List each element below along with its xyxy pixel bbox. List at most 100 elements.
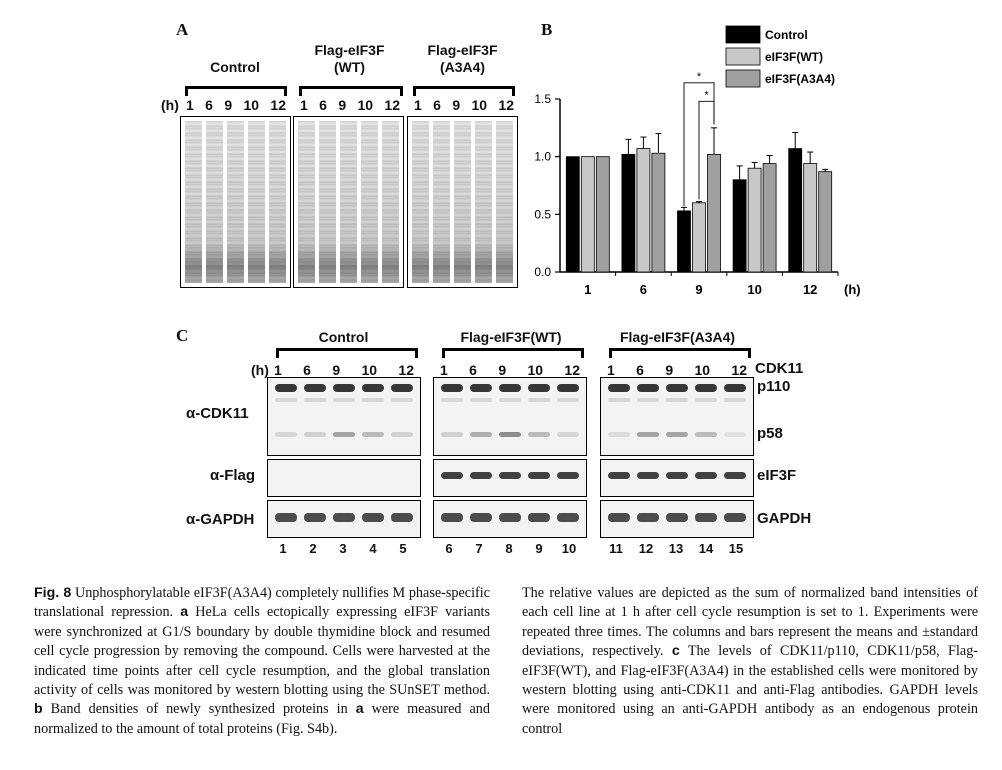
caption-panel-ref: a bbox=[180, 604, 189, 621]
significance-bracket bbox=[698, 100, 715, 200]
bar bbox=[636, 148, 651, 273]
time-point: 12 bbox=[270, 97, 286, 113]
blot-band bbox=[391, 513, 413, 522]
figure-caption-left: Fig. 8 Unphosphorylatable eIF3F(A3A4) co… bbox=[34, 584, 490, 739]
gel-lane bbox=[185, 121, 202, 283]
blot-band bbox=[557, 384, 579, 392]
blot-band bbox=[666, 513, 688, 522]
gel-lane bbox=[382, 121, 399, 283]
x-tick-label: 9 bbox=[695, 282, 702, 297]
blot-band bbox=[666, 432, 688, 437]
gel-lane bbox=[475, 121, 492, 283]
blot-band bbox=[608, 513, 630, 522]
band-label-p110: p110 bbox=[757, 378, 791, 395]
antibody-label-cdk11: α-CDK11 bbox=[186, 405, 249, 422]
time-point: 1 bbox=[300, 97, 308, 113]
group-bracket bbox=[276, 348, 418, 358]
blot-band bbox=[441, 513, 463, 522]
blot-gapdh-control bbox=[267, 500, 421, 538]
blot-band bbox=[695, 513, 717, 522]
blot-band bbox=[528, 513, 550, 522]
blot-band bbox=[275, 432, 297, 437]
group-label-wt: Flag-eIF3F (WT) bbox=[314, 42, 385, 75]
gel-image-a3a4 bbox=[407, 116, 518, 288]
legend-swatch bbox=[725, 25, 761, 44]
lane-number: 11 bbox=[609, 541, 623, 556]
blot-band bbox=[724, 513, 746, 522]
blot-band bbox=[608, 472, 630, 479]
caption-text: were measured and normalized to the amou… bbox=[34, 701, 490, 737]
blot-cdk11-control bbox=[267, 377, 421, 456]
lane-number: 9 bbox=[535, 541, 543, 556]
panel-a-letter: A bbox=[176, 20, 189, 39]
blot-band bbox=[608, 398, 630, 402]
blot-band bbox=[695, 432, 717, 437]
lane-number: 10 bbox=[561, 541, 577, 556]
blot-band bbox=[275, 398, 297, 402]
time-point: 1 bbox=[414, 97, 422, 113]
time-point: 9 bbox=[224, 97, 233, 113]
blot-band bbox=[695, 472, 717, 479]
y-tick-label: 0.5 bbox=[534, 207, 551, 221]
gel-lane bbox=[319, 121, 336, 283]
bar-chart: 0.0 0.5 1.0 1.5 1 6 9 10 12 (h) ** Control eIF3F(WT)… bbox=[534, 25, 860, 297]
time-point: 1 bbox=[186, 97, 194, 113]
hours-label: (h) bbox=[161, 97, 179, 113]
legend-label: eIF3F(A3A4) bbox=[765, 72, 835, 86]
time-point: 10 bbox=[527, 362, 544, 378]
lane-number-row: 11 12 13 14 15 bbox=[605, 541, 747, 556]
caption-text: The levels of CDK11/p110, CDK11/p58, Fla… bbox=[522, 643, 979, 737]
blot-band bbox=[666, 384, 688, 392]
blot-band bbox=[666, 398, 688, 402]
hours-label: (h) bbox=[251, 362, 269, 378]
blot-group-label-control: Control bbox=[318, 329, 369, 345]
blot-band bbox=[391, 432, 413, 437]
gel-lane bbox=[206, 121, 223, 283]
blot-band bbox=[637, 432, 659, 437]
legend-swatch bbox=[725, 47, 761, 66]
blot-band bbox=[499, 472, 521, 479]
time-point: 1 bbox=[440, 362, 448, 378]
gel-lane bbox=[412, 121, 429, 283]
blot-cdk11-wt bbox=[433, 377, 587, 456]
x-axis-label: (h) bbox=[844, 282, 860, 297]
panel-b-letter: B bbox=[541, 20, 553, 39]
lane-number: 14 bbox=[698, 541, 714, 556]
time-point: 1 bbox=[274, 362, 282, 378]
bar bbox=[788, 148, 803, 273]
blot-band bbox=[724, 472, 746, 479]
group-bracket bbox=[442, 348, 584, 358]
time-point: 12 bbox=[731, 362, 747, 378]
time-point: 9 bbox=[665, 362, 674, 378]
blot-band bbox=[333, 384, 355, 392]
caption-panel-ref: b bbox=[34, 701, 43, 718]
blot-band bbox=[441, 472, 463, 479]
bar bbox=[803, 163, 818, 273]
time-point: 10 bbox=[694, 362, 711, 378]
lane-number-row: 1 2 3 4 5 bbox=[272, 541, 414, 556]
blot-band bbox=[499, 432, 521, 437]
panel-c-letter: C bbox=[176, 326, 189, 345]
significance-star: * bbox=[704, 89, 709, 101]
blot-band bbox=[470, 472, 492, 479]
gel-image-wt bbox=[293, 116, 404, 288]
blot-band bbox=[695, 384, 717, 392]
time-point: 12 bbox=[384, 97, 400, 113]
time-point: 6 bbox=[469, 362, 477, 378]
blot-flag-wt bbox=[433, 459, 587, 497]
bar bbox=[732, 179, 747, 273]
group-label-control: Control bbox=[210, 59, 260, 75]
bar bbox=[651, 152, 666, 273]
blot-group-label-a3a4: Flag-eIF3F(A3A4) bbox=[619, 329, 736, 345]
blot-band bbox=[470, 432, 492, 437]
figure-number: Fig. 8 bbox=[34, 585, 72, 601]
blot-band bbox=[304, 513, 326, 522]
group-bracket bbox=[185, 86, 287, 96]
legend-label: eIF3F(WT) bbox=[765, 50, 823, 64]
gel-lane bbox=[248, 121, 265, 283]
time-point: 9 bbox=[498, 362, 507, 378]
time-point: 1 bbox=[607, 362, 615, 378]
gel-lane bbox=[433, 121, 450, 283]
y-tick-label: 1.5 bbox=[534, 92, 551, 106]
time-point: 10 bbox=[361, 362, 378, 378]
